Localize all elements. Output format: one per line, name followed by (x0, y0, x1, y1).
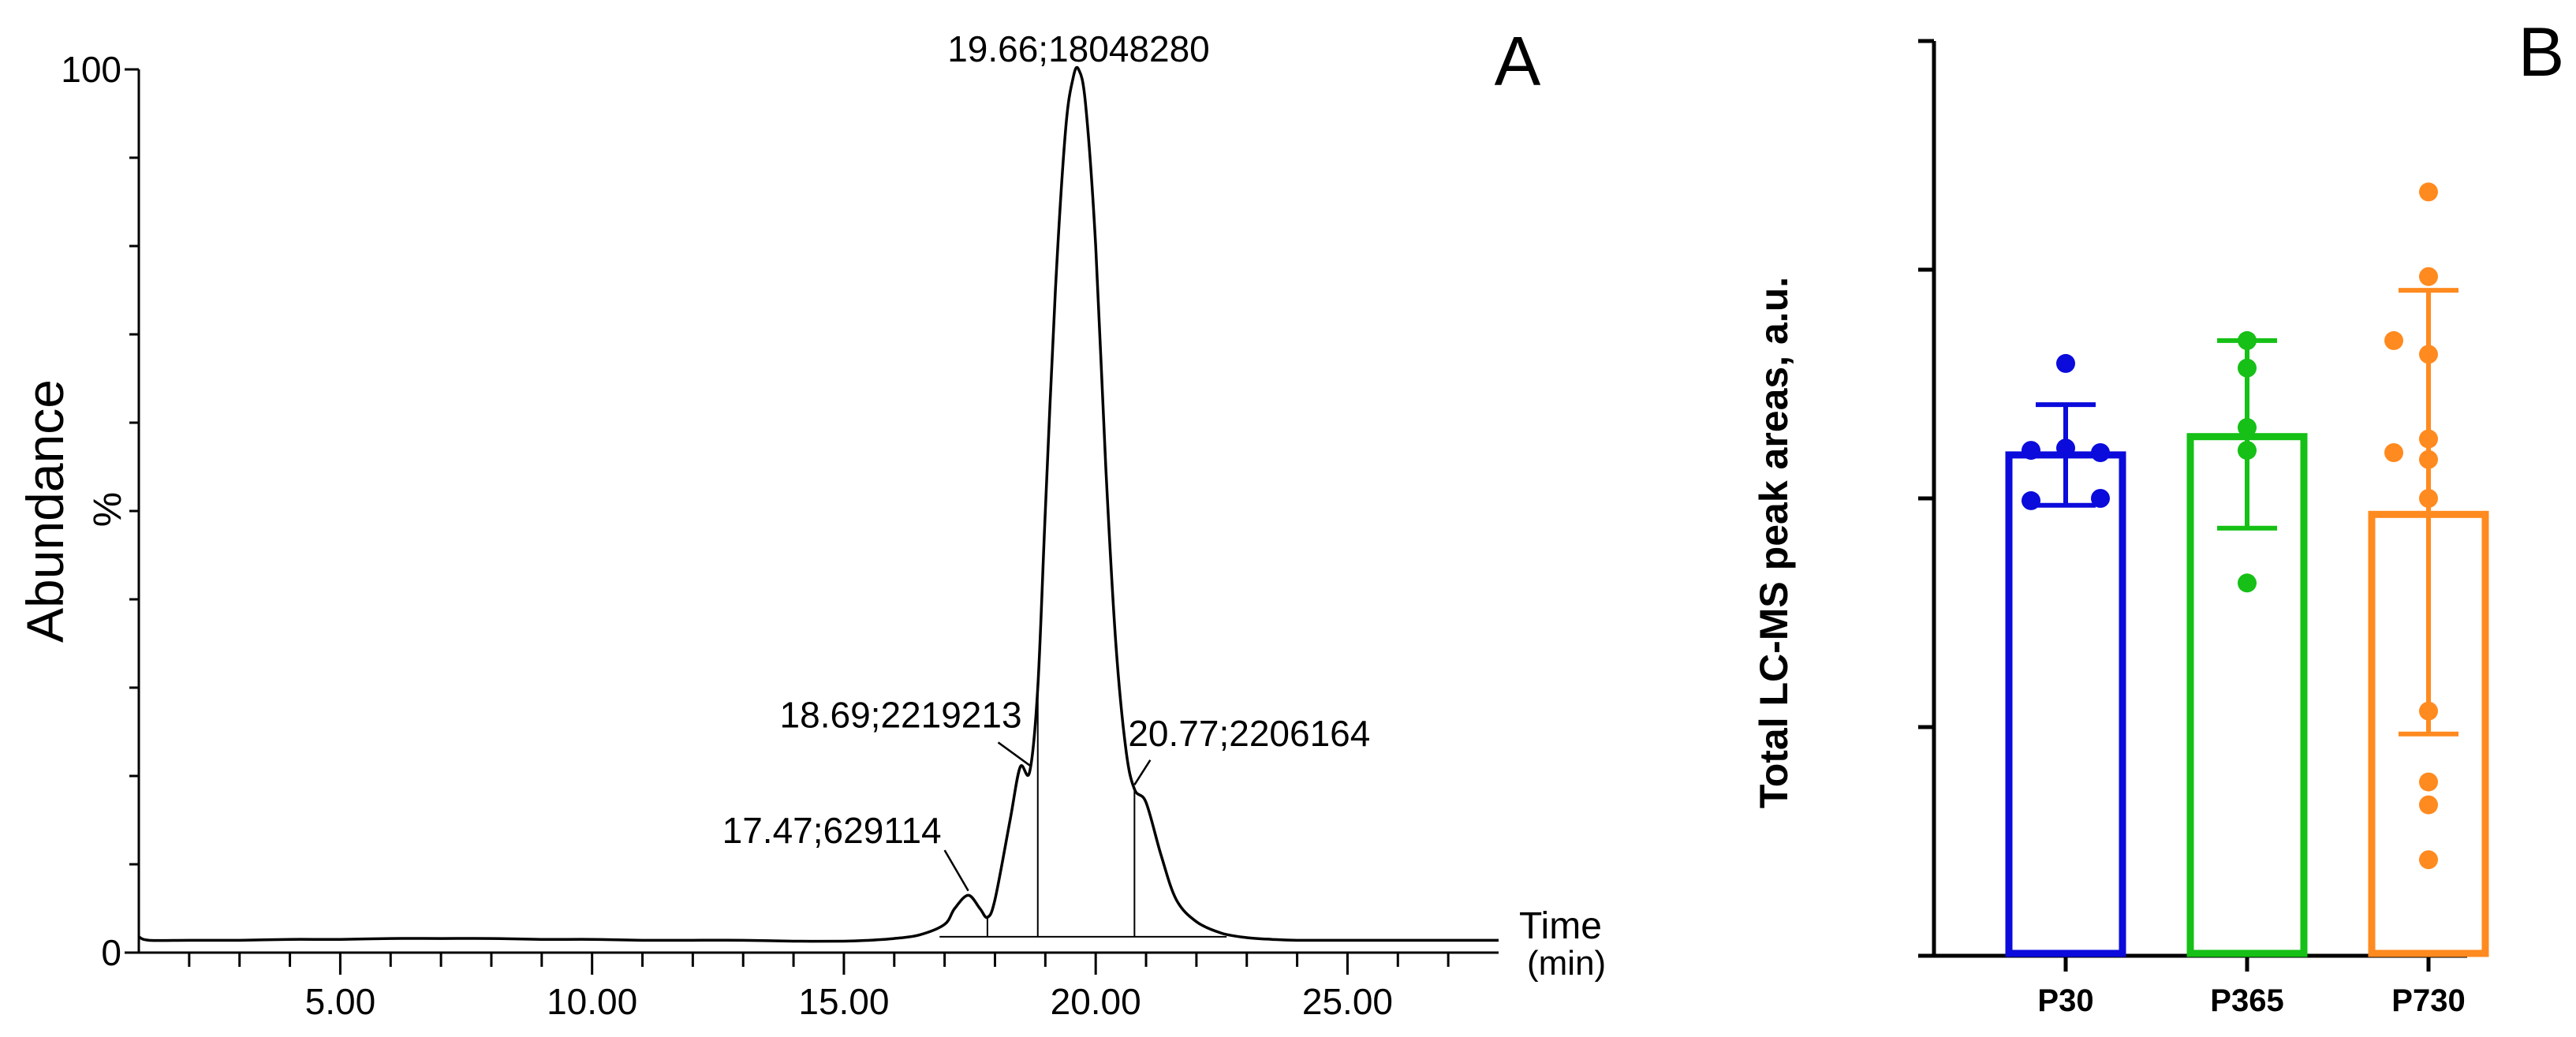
peak-leader-line (943, 849, 969, 892)
panel-label-a: A (1495, 22, 1541, 100)
data-point-p30 (2091, 443, 2110, 462)
data-point-p365 (2238, 573, 2257, 593)
x-tick-label-b: P365 (2210, 983, 2283, 1018)
peak-leader-line (1133, 759, 1152, 785)
data-point-p730 (2419, 182, 2438, 202)
data-point-p730 (2419, 795, 2438, 815)
data-point-p365 (2238, 441, 2257, 461)
panel-label-b: B (2518, 13, 2565, 91)
x-tick-label-a: 20.00 (1051, 981, 1141, 1022)
y-axis-unit-a: % (85, 492, 129, 527)
x-tick-label-b: P730 (2391, 983, 2465, 1018)
data-point-p730 (2419, 429, 2438, 449)
data-point-p365 (2238, 358, 2257, 378)
peak-leader-line (997, 741, 1031, 767)
peak-label: 19.66;18048280 (947, 28, 1210, 69)
data-point-p730 (2419, 772, 2438, 792)
axes-a: 0 100 5.00 10.00 15.00 20.00 25.00 (61, 49, 1499, 1022)
data-point-p30 (2022, 441, 2040, 461)
data-point-p730 (2419, 345, 2438, 364)
data-point-p365 (2238, 330, 2257, 350)
data-point-p730 (2419, 489, 2438, 508)
peak-label: 18.69;2219213 (780, 694, 1022, 735)
data-point-p30 (2022, 491, 2040, 510)
chromatogram-trace (138, 65, 1499, 943)
data-point-p30 (2091, 489, 2110, 508)
y-axis-title-a: Abundance (16, 379, 74, 643)
data-point-p30 (2056, 438, 2075, 458)
y-tick-label-a: 0 (101, 932, 121, 973)
data-point-p730 (2419, 850, 2438, 870)
x-tick-label-b: P30 (2037, 983, 2093, 1018)
axes-b: P30 P365 P730 (1918, 39, 2467, 1018)
x-tick-label-a: 10.00 (547, 981, 637, 1022)
data-point-p30 (2056, 353, 2075, 373)
panel-b-bar-chart: B Total LC-MS peak areas, a.u. P30 P365 P7… (1752, 13, 2565, 1018)
y-tick-label-a: 100 (61, 49, 121, 90)
peak-label: 20.77;2206164 (1128, 713, 1370, 754)
panel-a-chromatogram: A Abundance % Time (min) 0 100 5.00 10.00 15… (16, 22, 1606, 1022)
x-tick-label-a: 25.00 (1302, 981, 1393, 1022)
plot-area-b (2005, 182, 2489, 957)
bar-p30 (2005, 451, 2126, 957)
plot-area-a: 17.47;629114 18.69;2219213 19.66;18048280 2… (138, 28, 1499, 943)
data-point-p730 (2419, 701, 2438, 721)
x-axis-title-a: Time (1519, 905, 1602, 947)
data-point-p730 (2419, 267, 2438, 286)
x-axis-unit-a: (min) (1527, 944, 1606, 983)
data-point-p730 (2384, 443, 2403, 462)
peak-label: 17.47;629114 (722, 810, 942, 851)
data-point-p365 (2238, 418, 2257, 438)
x-tick-label-a: 5.00 (305, 981, 376, 1022)
x-tick-label-a: 15.00 (798, 981, 889, 1022)
y-axis-title-b: Total LC-MS peak areas, a.u. (1752, 277, 1796, 808)
data-point-p730 (2419, 449, 2438, 469)
data-point-p730 (2384, 330, 2403, 350)
